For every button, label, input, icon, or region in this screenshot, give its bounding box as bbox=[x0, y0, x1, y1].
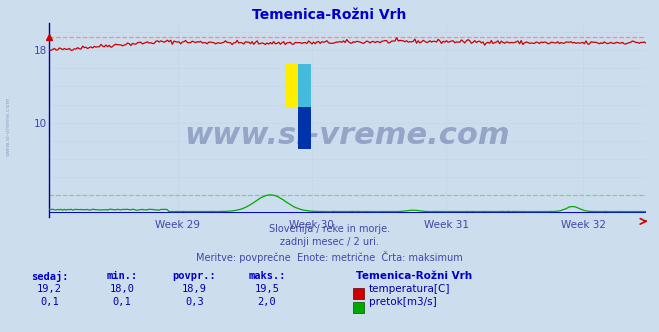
Text: 19,2: 19,2 bbox=[37, 284, 62, 294]
Bar bbox=[298, 64, 311, 107]
Bar bbox=[298, 107, 311, 149]
Text: Meritve: povprečne  Enote: metrične  Črta: maksimum: Meritve: povprečne Enote: metrične Črta:… bbox=[196, 251, 463, 263]
Text: 18,0: 18,0 bbox=[109, 284, 134, 294]
Text: 0,1: 0,1 bbox=[113, 297, 131, 307]
Text: zadnji mesec / 2 uri.: zadnji mesec / 2 uri. bbox=[280, 237, 379, 247]
Text: 18,9: 18,9 bbox=[182, 284, 207, 294]
Text: sedaj:: sedaj: bbox=[31, 271, 68, 282]
Text: temperatura[C]: temperatura[C] bbox=[369, 284, 451, 294]
Text: povpr.:: povpr.: bbox=[173, 271, 216, 281]
Text: www.si-vreme.com: www.si-vreme.com bbox=[5, 96, 11, 156]
Text: Slovenija / reke in morje.: Slovenija / reke in morje. bbox=[269, 224, 390, 234]
Text: 0,1: 0,1 bbox=[40, 297, 59, 307]
Text: Temenica-Rožni Vrh: Temenica-Rožni Vrh bbox=[252, 8, 407, 22]
Text: maks.:: maks.: bbox=[248, 271, 285, 281]
Text: Temenica-Rožni Vrh: Temenica-Rožni Vrh bbox=[356, 271, 472, 281]
Text: 2,0: 2,0 bbox=[258, 297, 276, 307]
Text: 0,3: 0,3 bbox=[185, 297, 204, 307]
Text: min.:: min.: bbox=[106, 271, 138, 281]
Text: www.si-vreme.com: www.si-vreme.com bbox=[185, 122, 511, 150]
Bar bbox=[285, 64, 298, 107]
Text: 19,5: 19,5 bbox=[254, 284, 279, 294]
Text: pretok[m3/s]: pretok[m3/s] bbox=[369, 297, 437, 307]
